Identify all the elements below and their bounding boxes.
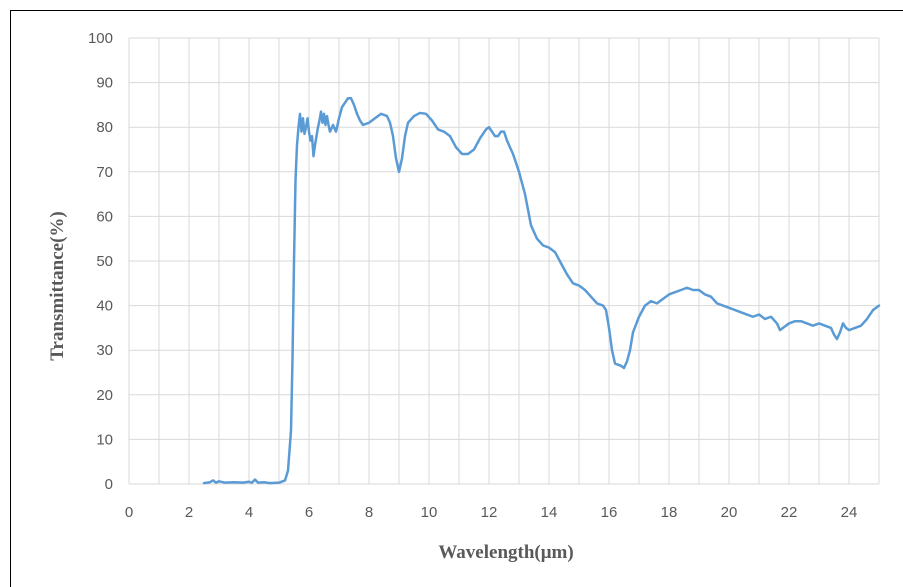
x-tick-label: 2 bbox=[185, 504, 193, 521]
y-tick-label: 70 bbox=[96, 164, 113, 181]
x-tick-label: 0 bbox=[125, 504, 133, 521]
x-tick-label: 16 bbox=[601, 504, 618, 521]
x-tick-label: 10 bbox=[421, 504, 438, 521]
y-tick-label: 100 bbox=[88, 30, 113, 47]
y-tick-label: 90 bbox=[96, 75, 113, 92]
x-tick-label: 20 bbox=[721, 504, 738, 521]
x-tick-labels: 0 2 4 6 8 10 12 14 16 18 20 22 24 bbox=[125, 504, 858, 521]
x-tick-label: 4 bbox=[245, 504, 253, 521]
x-tick-label: 22 bbox=[781, 504, 798, 521]
x-tick-label: 12 bbox=[481, 504, 498, 521]
y-tick-label: 30 bbox=[96, 342, 113, 359]
y-tick-label: 60 bbox=[96, 208, 113, 225]
x-tick-label: 18 bbox=[661, 504, 678, 521]
y-tick-label: 10 bbox=[96, 431, 113, 448]
x-tick-label: 24 bbox=[841, 504, 858, 521]
x-tick-label: 6 bbox=[305, 504, 313, 521]
transmittance-series-line bbox=[202, 96, 881, 485]
x-tick-label: 8 bbox=[365, 504, 373, 521]
y-tick-label: 50 bbox=[96, 253, 113, 270]
y-axis-title: Transmittance(%) bbox=[47, 211, 68, 361]
y-tick-label: 40 bbox=[96, 298, 113, 315]
y-tick-label: 80 bbox=[96, 119, 113, 136]
x-axis-title: Wavelength(μm) bbox=[438, 542, 573, 563]
x-tick-label: 14 bbox=[541, 504, 558, 521]
y-tick-label: 20 bbox=[96, 387, 113, 404]
y-tick-label: 0 bbox=[105, 476, 113, 493]
series-layer bbox=[202, 96, 881, 485]
horizontal-gridlines bbox=[129, 37, 879, 485]
y-tick-labels: 0 10 20 30 40 50 60 70 80 90 100 bbox=[88, 30, 113, 493]
chart-frame bbox=[10, 10, 903, 587]
